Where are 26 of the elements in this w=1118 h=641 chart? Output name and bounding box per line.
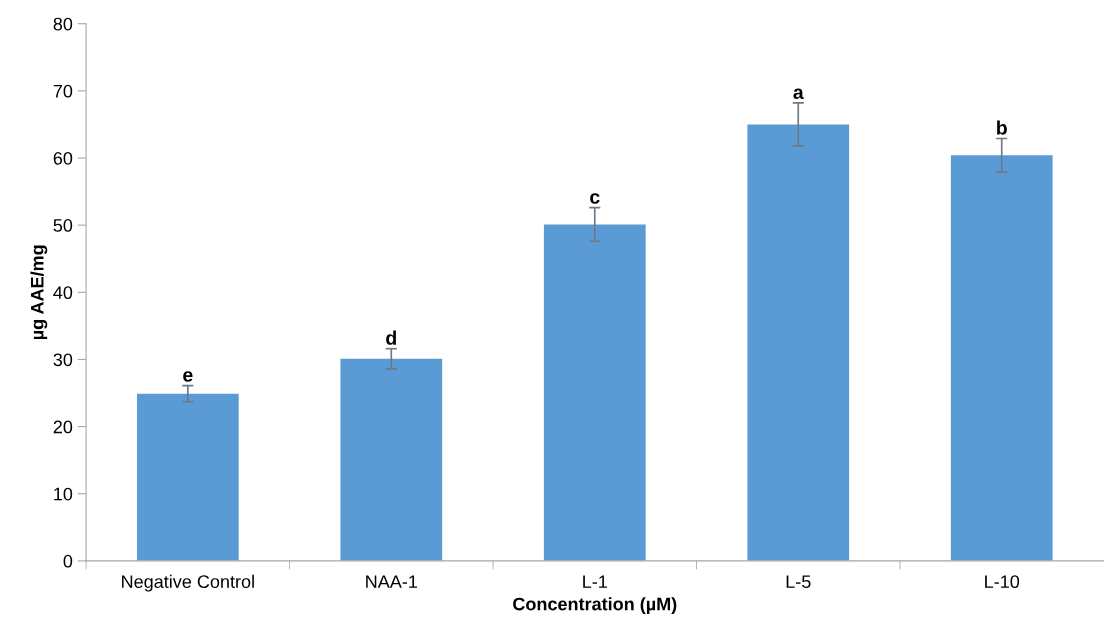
y-tick-label: 0	[63, 554, 73, 568]
x-tick-label: L-10	[985, 575, 1020, 589]
annotation: b	[997, 120, 1007, 135]
y-tick-label: 50	[53, 219, 73, 232]
y-tick-label: 40	[53, 286, 73, 300]
bar	[136, 393, 239, 561]
x-axis-title: Concentration (µM)	[513, 597, 677, 614]
y-tick-label: 80	[53, 17, 73, 31]
x-tick-label: L-5	[786, 575, 811, 589]
bar	[340, 358, 443, 561]
y-tick-label: 20	[53, 420, 73, 434]
annotation: c	[590, 193, 600, 204]
bar	[543, 224, 646, 561]
bar	[747, 124, 850, 561]
annotation: e	[183, 371, 193, 382]
y-tick-label: 60	[53, 151, 73, 165]
x-tick-label: NAA-1	[366, 575, 418, 588]
annotation: d	[386, 330, 396, 345]
x-tick-label: Negative Control	[122, 574, 254, 592]
x-tick-label: L-1	[583, 575, 607, 588]
annotation: a	[793, 88, 804, 100]
y-tick-label: 30	[53, 353, 73, 367]
y-tick-label: 70	[53, 84, 73, 98]
bar	[950, 155, 1053, 561]
y-tick-label: 10	[54, 487, 73, 501]
y-axis-title: µg AAE/mg	[30, 245, 48, 340]
